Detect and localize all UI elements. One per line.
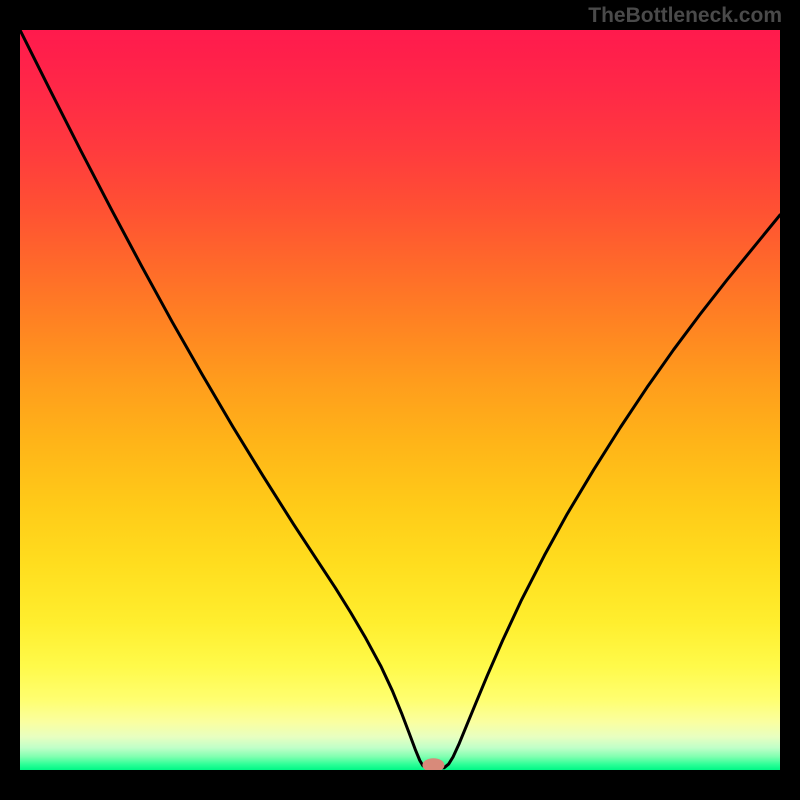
plot-area xyxy=(20,30,780,770)
watermark-text: TheBottleneck.com xyxy=(588,4,782,28)
bottleneck-curve xyxy=(20,30,780,770)
optimum-marker xyxy=(422,758,444,770)
